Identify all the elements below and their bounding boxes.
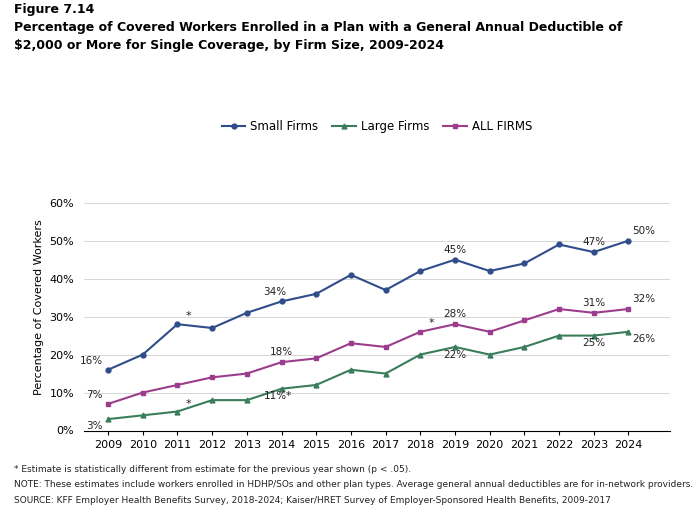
Text: 25%: 25%	[582, 338, 605, 348]
Large Firms	[243, 397, 251, 403]
ALL FIRMS	[381, 344, 389, 350]
Large Firms	[208, 397, 216, 403]
ALL FIRMS	[138, 390, 147, 396]
Large Firms	[347, 366, 355, 373]
Large Firms	[486, 351, 494, 358]
Text: 32%: 32%	[632, 294, 655, 304]
Text: 45%: 45%	[443, 245, 466, 255]
Small Firms	[381, 287, 389, 293]
Text: 3%: 3%	[87, 421, 103, 430]
Text: 28%: 28%	[443, 309, 466, 319]
Text: 11%*: 11%*	[264, 391, 292, 402]
Large Firms	[520, 344, 528, 350]
Line: Large Firms: Large Firms	[105, 329, 631, 422]
ALL FIRMS	[555, 306, 563, 312]
Small Firms	[486, 268, 494, 274]
Legend: Small Firms, Large Firms, ALL FIRMS: Small Firms, Large Firms, ALL FIRMS	[217, 116, 537, 138]
Text: NOTE: These estimates include workers enrolled in HDHP/SOs and other plan types.: NOTE: These estimates include workers en…	[14, 480, 693, 489]
Large Firms	[173, 408, 181, 415]
Small Firms	[208, 325, 216, 331]
ALL FIRMS	[173, 382, 181, 388]
Small Firms	[555, 242, 563, 248]
Large Firms	[104, 416, 112, 422]
Large Firms	[590, 332, 598, 339]
Large Firms	[451, 344, 459, 350]
Text: *: *	[429, 318, 435, 328]
Text: *: *	[186, 399, 192, 409]
ALL FIRMS	[590, 310, 598, 316]
Line: Small Firms: Small Firms	[105, 238, 631, 372]
Large Firms	[381, 371, 389, 377]
Text: 47%: 47%	[582, 237, 605, 247]
Small Firms	[104, 366, 112, 373]
Small Firms	[520, 260, 528, 267]
ALL FIRMS	[486, 329, 494, 335]
ALL FIRMS	[624, 306, 632, 312]
Text: *: *	[186, 310, 192, 321]
Small Firms	[590, 249, 598, 255]
Text: 31%: 31%	[582, 298, 605, 308]
Large Firms	[312, 382, 320, 388]
Y-axis label: Percentage of Covered Workers: Percentage of Covered Workers	[34, 219, 44, 395]
Large Firms	[277, 385, 285, 392]
Small Firms	[416, 268, 424, 274]
ALL FIRMS	[520, 317, 528, 323]
Text: 34%: 34%	[263, 287, 286, 297]
Text: 50%: 50%	[632, 226, 655, 236]
Text: 18%: 18%	[270, 348, 293, 358]
Small Firms	[347, 272, 355, 278]
Text: $2,000 or More for Single Coverage, by Firm Size, 2009-2024: $2,000 or More for Single Coverage, by F…	[14, 39, 444, 52]
ALL FIRMS	[347, 340, 355, 346]
Large Firms	[555, 332, 563, 339]
Small Firms	[243, 310, 251, 316]
Small Firms	[624, 237, 632, 244]
Text: Figure 7.14: Figure 7.14	[14, 3, 94, 16]
Text: SOURCE: KFF Employer Health Benefits Survey, 2018-2024; Kaiser/HRET Survey of Em: SOURCE: KFF Employer Health Benefits Sur…	[14, 496, 611, 505]
Small Firms	[173, 321, 181, 328]
ALL FIRMS	[451, 321, 459, 328]
ALL FIRMS	[277, 359, 285, 365]
Large Firms	[416, 351, 424, 358]
Text: 7%: 7%	[87, 390, 103, 400]
ALL FIRMS	[416, 329, 424, 335]
Small Firms	[138, 351, 147, 358]
Text: 22%: 22%	[443, 350, 466, 360]
Large Firms	[624, 329, 632, 335]
Small Firms	[312, 291, 320, 297]
Text: Percentage of Covered Workers Enrolled in a Plan with a General Annual Deductibl: Percentage of Covered Workers Enrolled i…	[14, 21, 623, 34]
Text: 16%: 16%	[80, 356, 103, 366]
Text: * Estimate is statistically different from estimate for the previous year shown : * Estimate is statistically different fr…	[14, 465, 411, 474]
ALL FIRMS	[243, 371, 251, 377]
Small Firms	[451, 257, 459, 263]
Large Firms	[138, 412, 147, 418]
Text: 26%: 26%	[632, 334, 655, 344]
Small Firms	[277, 298, 285, 304]
ALL FIRMS	[104, 401, 112, 407]
ALL FIRMS	[208, 374, 216, 381]
Line: ALL FIRMS: ALL FIRMS	[105, 307, 631, 406]
ALL FIRMS	[312, 355, 320, 362]
